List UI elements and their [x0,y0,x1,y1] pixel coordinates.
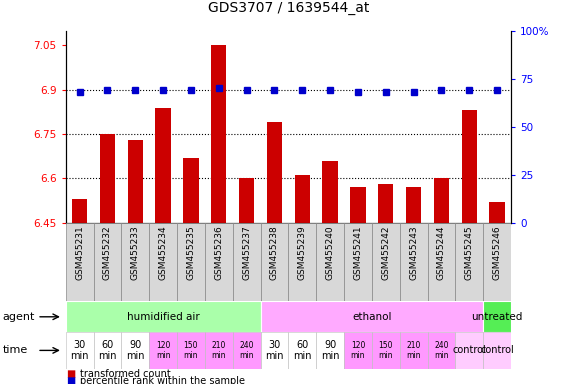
Text: GSM455241: GSM455241 [353,225,363,280]
Bar [406,187,421,223]
Text: 210
min: 210 min [407,341,421,360]
Bar [66,301,260,332]
Text: GSM455232: GSM455232 [103,225,112,280]
Bar [483,332,511,369]
Text: GSM455240: GSM455240 [325,225,335,280]
Text: GSM455237: GSM455237 [242,225,251,280]
Bar [205,223,233,301]
Bar [177,223,205,301]
Bar [100,134,115,223]
Text: 120
min: 120 min [156,341,170,360]
Text: untreated: untreated [472,312,523,322]
Bar [66,332,94,369]
Bar [316,332,344,369]
Bar [155,108,171,223]
Text: GSM455235: GSM455235 [186,225,195,280]
Text: 150
min: 150 min [184,341,198,360]
Bar [428,332,456,369]
Bar [483,301,511,332]
Text: ■: ■ [66,369,75,379]
Bar [483,223,511,301]
Text: humidified air: humidified air [127,312,199,322]
Bar [72,199,87,223]
Bar [233,223,260,301]
Text: transformed count: transformed count [80,369,171,379]
Bar [122,332,149,369]
Text: 120
min: 120 min [351,341,365,360]
Text: 150
min: 150 min [379,341,393,360]
Bar [489,202,505,223]
Bar [372,223,400,301]
Text: GSM455242: GSM455242 [381,225,391,280]
Bar [260,332,288,369]
Text: control: control [480,345,514,356]
Bar [400,223,428,301]
Bar [122,223,149,301]
Text: 30
min: 30 min [265,339,284,361]
Text: GSM455238: GSM455238 [270,225,279,280]
Text: 90
min: 90 min [321,339,339,361]
Bar [149,223,177,301]
Bar [267,122,282,223]
Bar [428,223,456,301]
Text: 210
min: 210 min [211,341,226,360]
Text: control: control [452,345,486,356]
Text: GSM455239: GSM455239 [297,225,307,280]
Bar [94,223,122,301]
Text: GSM455234: GSM455234 [159,225,168,280]
Text: ■: ■ [66,376,75,384]
Bar [260,223,288,301]
Text: GSM455245: GSM455245 [465,225,474,280]
Text: time: time [3,345,28,356]
Bar [372,332,400,369]
Text: GDS3707 / 1639544_at: GDS3707 / 1639544_at [208,2,369,15]
Text: GSM455244: GSM455244 [437,225,446,280]
Bar [211,45,227,223]
Bar [260,301,483,332]
Bar [400,332,428,369]
Bar [461,111,477,223]
Text: agent: agent [3,312,35,322]
Text: 90
min: 90 min [126,339,144,361]
Bar [378,184,393,223]
Text: 240
min: 240 min [239,341,254,360]
Bar [323,161,338,223]
Text: ethanol: ethanol [352,312,392,322]
Bar [456,223,483,301]
Bar [94,332,122,369]
Text: 240
min: 240 min [434,341,449,360]
Bar [239,179,254,223]
Text: 30
min: 30 min [70,339,89,361]
Bar [288,223,316,301]
Bar [344,332,372,369]
Bar [316,223,344,301]
Bar [183,158,199,223]
Bar [233,332,260,369]
Text: 60
min: 60 min [293,339,312,361]
Bar [344,223,372,301]
Bar [295,175,310,223]
Bar [456,332,483,369]
Text: 60
min: 60 min [98,339,116,361]
Text: GSM455231: GSM455231 [75,225,84,280]
Bar [205,332,233,369]
Bar [434,179,449,223]
Text: GSM455246: GSM455246 [493,225,502,280]
Text: percentile rank within the sample: percentile rank within the sample [80,376,245,384]
Text: GSM455236: GSM455236 [214,225,223,280]
Bar [149,332,177,369]
Bar [66,223,94,301]
Bar [177,332,205,369]
Bar [350,187,365,223]
Bar [288,332,316,369]
Bar [127,140,143,223]
Text: GSM455233: GSM455233 [131,225,140,280]
Text: GSM455243: GSM455243 [409,225,418,280]
